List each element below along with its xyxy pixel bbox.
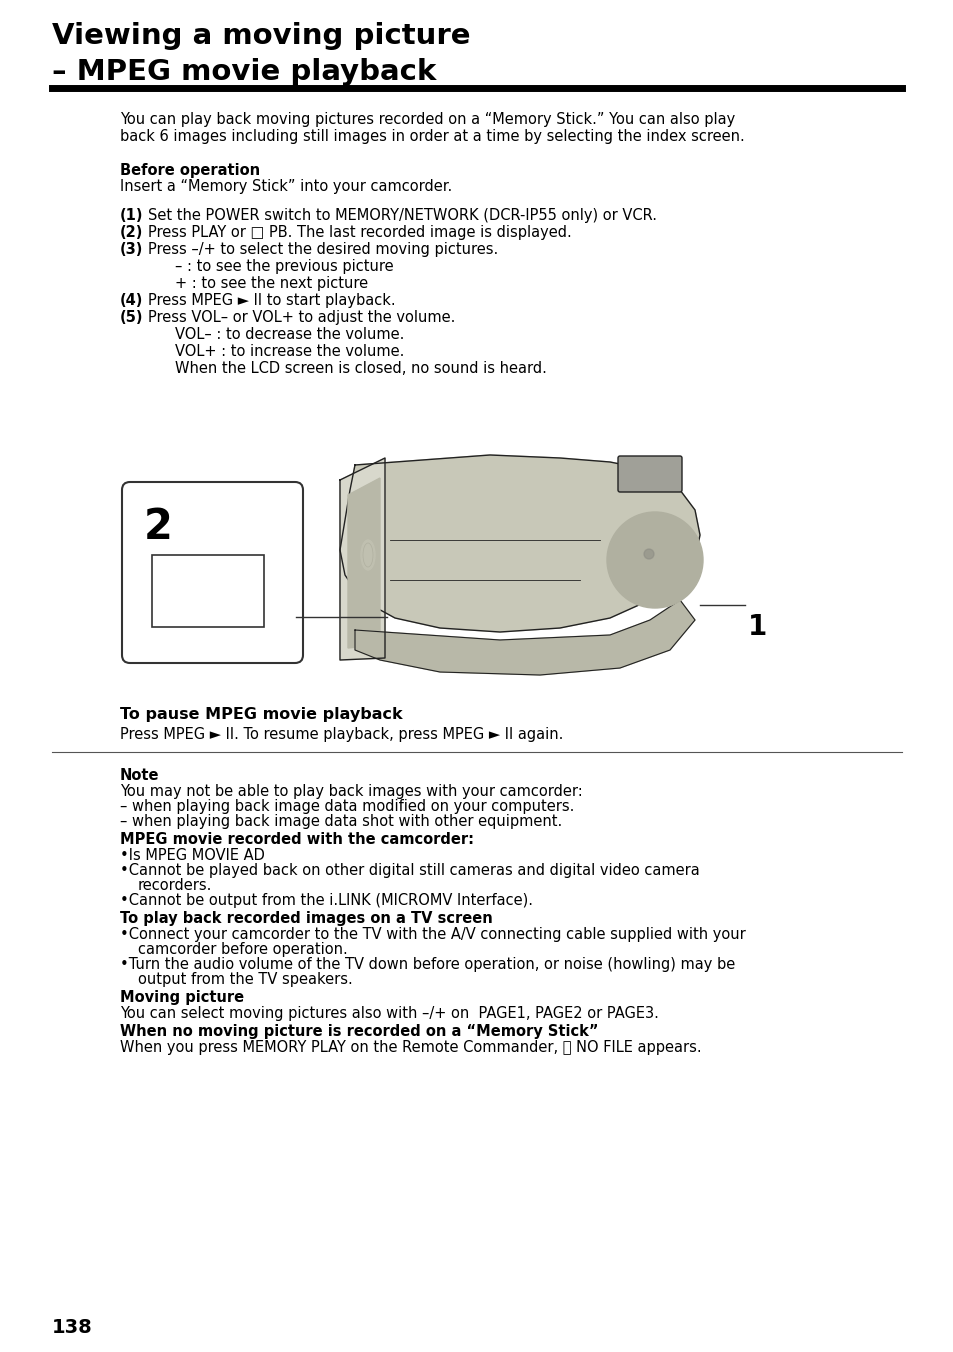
- Text: VOL+ : to increase the volume.: VOL+ : to increase the volume.: [174, 343, 404, 360]
- Polygon shape: [355, 600, 695, 675]
- Text: When no moving picture is recorded on a “Memory Stick”: When no moving picture is recorded on a …: [120, 1023, 598, 1038]
- Text: (1): (1): [120, 208, 143, 223]
- Text: (2): (2): [120, 224, 143, 241]
- Text: To play back recorded images on a TV screen: To play back recorded images on a TV scr…: [120, 911, 493, 926]
- Circle shape: [618, 525, 690, 596]
- Text: Press MPEG ► II. To resume playback, press MPEG ► II again.: Press MPEG ► II. To resume playback, pre…: [120, 727, 563, 742]
- Text: •Cannot be output from the i.LINK (MICROMV Interface).: •Cannot be output from the i.LINK (MICRO…: [120, 894, 533, 909]
- Text: When the LCD screen is closed, no sound is heard.: When the LCD screen is closed, no sound …: [174, 361, 546, 376]
- Text: – MPEG movie playback: – MPEG movie playback: [52, 58, 436, 87]
- Bar: [152, 556, 264, 627]
- Text: VOL– : to decrease the volume.: VOL– : to decrease the volume.: [174, 327, 404, 342]
- Text: 138: 138: [52, 1318, 92, 1337]
- Text: (5): (5): [120, 310, 143, 324]
- FancyBboxPatch shape: [122, 483, 303, 662]
- Text: (3): (3): [120, 242, 143, 257]
- Text: Note: Note: [120, 768, 159, 783]
- Text: •Connect your camcorder to the TV with the A/V connecting cable supplied with yo: •Connect your camcorder to the TV with t…: [120, 927, 745, 942]
- FancyBboxPatch shape: [618, 456, 681, 492]
- Text: Before operation: Before operation: [120, 164, 260, 178]
- Text: Viewing a moving picture: Viewing a moving picture: [52, 22, 470, 50]
- Text: Press PLAY or □ PB. The last recorded image is displayed.: Press PLAY or □ PB. The last recorded im…: [148, 224, 571, 241]
- Text: •Is MPEG MOVIE AD: •Is MPEG MOVIE AD: [120, 848, 265, 863]
- Text: You may not be able to play back images with your camcorder:: You may not be able to play back images …: [120, 784, 582, 799]
- Text: Press VOL– or VOL+ to adjust the volume.: Press VOL– or VOL+ to adjust the volume.: [148, 310, 455, 324]
- Text: output from the TV speakers.: output from the TV speakers.: [138, 972, 353, 987]
- Circle shape: [606, 512, 702, 608]
- Text: •Turn the audio volume of the TV down before operation, or noise (howling) may b: •Turn the audio volume of the TV down be…: [120, 957, 735, 972]
- Text: – : to see the previous picture: – : to see the previous picture: [174, 260, 394, 274]
- Text: 2: 2: [144, 506, 172, 548]
- Text: (4): (4): [120, 293, 143, 308]
- Text: Press MPEG ► II to start playback.: Press MPEG ► II to start playback.: [148, 293, 395, 308]
- Text: To pause MPEG movie playback: To pause MPEG movie playback: [120, 707, 402, 722]
- Text: Press –/+ to select the desired moving pictures.: Press –/+ to select the desired moving p…: [148, 242, 497, 257]
- Polygon shape: [339, 456, 700, 631]
- Text: Insert a “Memory Stick” into your camcorder.: Insert a “Memory Stick” into your camcor…: [120, 178, 452, 193]
- Text: 1: 1: [747, 612, 766, 641]
- Circle shape: [643, 549, 654, 558]
- Text: MPEG movie recorded with the camcorder:: MPEG movie recorded with the camcorder:: [120, 831, 474, 846]
- Text: You can select moving pictures also with –/+ on  PAGE1, PAGE2 or PAGE3.: You can select moving pictures also with…: [120, 1006, 659, 1021]
- Text: Moving picture: Moving picture: [120, 990, 244, 1005]
- Text: camcorder before operation.: camcorder before operation.: [138, 942, 348, 957]
- Text: •Cannot be played back on other digital still cameras and digital video camera: •Cannot be played back on other digital …: [120, 863, 699, 877]
- Text: + : to see the next picture: + : to see the next picture: [174, 276, 368, 291]
- Text: You can play back moving pictures recorded on a “Memory Stick.” You can also pla: You can play back moving pictures record…: [120, 112, 744, 145]
- Polygon shape: [339, 458, 385, 660]
- Circle shape: [630, 535, 679, 584]
- Text: Set the POWER switch to MEMORY/NETWORK (DCR-IP55 only) or VCR.: Set the POWER switch to MEMORY/NETWORK (…: [148, 208, 657, 223]
- Text: – when playing back image data shot with other equipment.: – when playing back image data shot with…: [120, 814, 561, 829]
- Text: When you press MEMORY PLAY on the Remote Commander, ⍉ NO FILE appears.: When you press MEMORY PLAY on the Remote…: [120, 1040, 700, 1055]
- Ellipse shape: [360, 539, 375, 571]
- Polygon shape: [348, 479, 379, 648]
- Text: recorders.: recorders.: [138, 877, 213, 894]
- Text: – when playing back image data modified on your computers.: – when playing back image data modified …: [120, 799, 574, 814]
- Circle shape: [644, 550, 664, 571]
